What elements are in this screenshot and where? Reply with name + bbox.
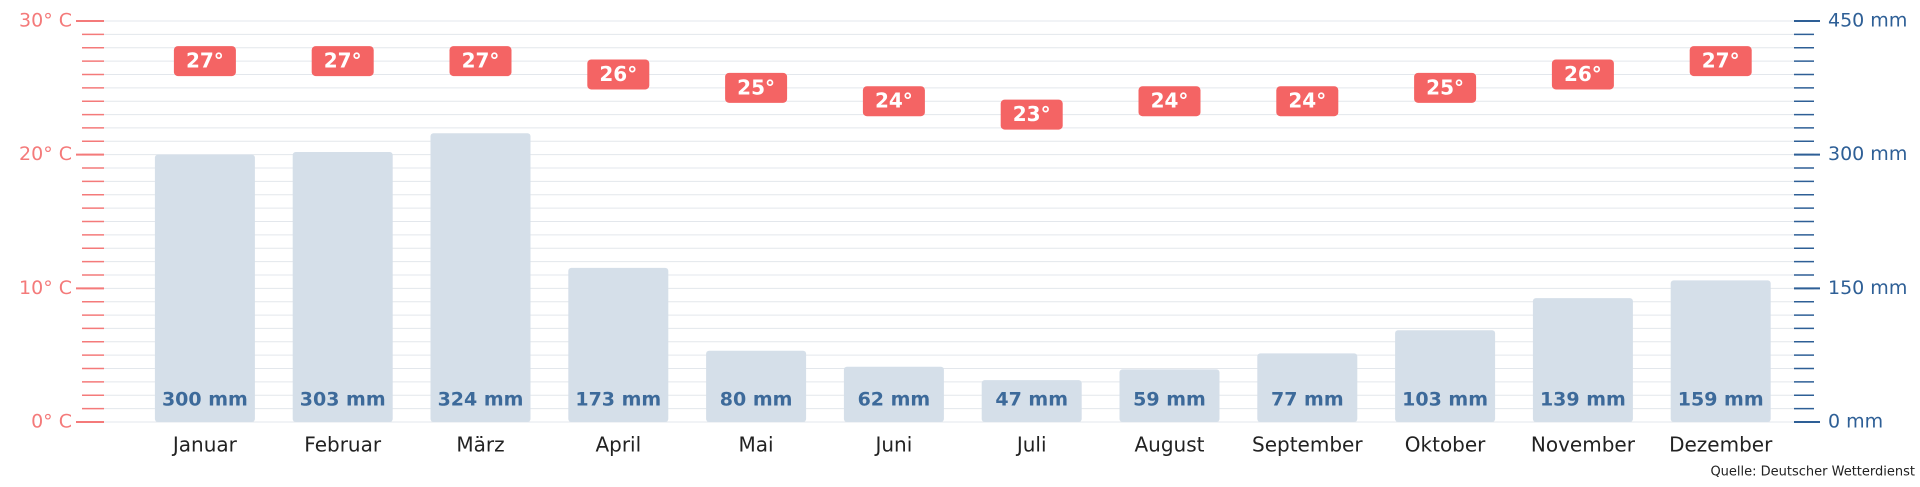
x-tick-label: November [1531,433,1636,457]
bar-value-label: 62 mm [858,389,931,411]
temperature-marker [725,72,788,103]
temperature-label: 27° [1702,49,1740,73]
bar [430,133,531,422]
x-tick-label: Juni [873,433,912,457]
y-tick-label: 30° C [19,10,72,32]
source: Quelle: Deutscher Wetterdienst [1710,465,1915,480]
bar [981,380,1082,422]
temperature-marker [311,46,374,77]
temperature-marker [1138,86,1201,117]
bar-value-label: 300 mm [162,389,248,411]
temperature-label: 26° [1564,62,1602,86]
bar-value-label: 303 mm [300,389,386,411]
bar [292,151,393,422]
bar-value-label: 103 mm [1402,389,1488,411]
x-tick-label: Januar [171,433,238,457]
temperature-marker [1551,59,1614,90]
bar-value-label: 77 mm [1271,389,1344,411]
temperature-marker [1276,86,1339,117]
bar [1119,369,1220,422]
bar-value-label: 159 mm [1678,389,1764,411]
bar-value-label: 324 mm [438,389,524,411]
temperature-marker [1689,46,1752,77]
temperature-label: 27° [186,49,224,73]
temperature-label: 27° [462,49,500,73]
bar [843,366,944,422]
x-tick-label: Mai [739,433,774,457]
bar [706,350,807,422]
bar-value-label: 59 mm [1133,389,1206,411]
temperature-label: 24° [875,89,913,113]
y2-tick-label: 150 mm [1828,277,1907,299]
x-tick-label: April [595,433,641,457]
bar [1395,330,1496,422]
x-tick-label: Oktober [1405,433,1486,457]
x-tick-label: Dezember [1669,433,1773,457]
x-tick-label: August [1135,433,1205,457]
temperature-label: 25° [1426,75,1464,99]
temperature-marker [1414,72,1477,103]
x-tick-label: September [1252,433,1363,457]
bar [1670,280,1771,422]
y-tick-label: 20° C [19,143,72,165]
temperature-label: 23° [1013,102,1051,126]
x-tick-label: Februar [304,433,382,457]
y2-tick-label: 450 mm [1828,10,1907,32]
y2-tick-label: 300 mm [1828,143,1907,165]
bar [154,154,255,422]
temperature-label: 27° [324,49,362,73]
bar [1532,298,1633,422]
bar-value-label: 47 mm [995,389,1068,411]
y2-tick-label: 0 mm [1828,411,1883,433]
bar [568,267,669,422]
temperature-label: 26° [599,62,637,86]
x-tick-label: Juli [1015,433,1047,457]
temperature-label: 24° [1151,89,1189,113]
bar [1257,353,1358,422]
temperature-marker [1000,99,1063,130]
temperature-marker [587,59,650,90]
temperature-marker [449,46,512,77]
y-tick-label: 0° C [31,411,72,433]
y-tick-label: 10° C [19,277,72,299]
temperature-marker [862,86,925,117]
x-tick-label: März [456,433,504,457]
bar-value-label: 173 mm [575,389,661,411]
temperature-label: 24° [1288,89,1326,113]
bar-value-label: 80 mm [720,389,793,411]
bar-value-label: 139 mm [1540,389,1626,411]
temperature-marker [173,46,236,77]
temperature-label: 25° [737,75,775,99]
